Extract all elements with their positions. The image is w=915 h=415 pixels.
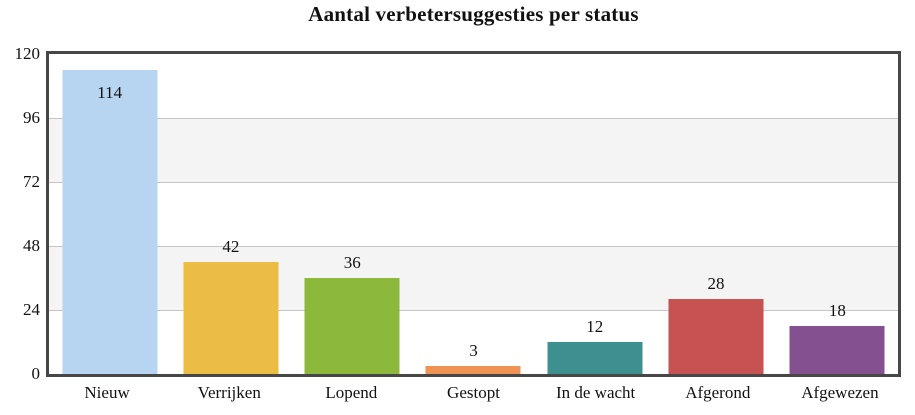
- bar-gestopt: [425, 366, 521, 374]
- bar-afgerond: [668, 299, 764, 374]
- x-axis-label: Afgerond: [685, 383, 751, 402]
- bar-slot: 12: [534, 54, 655, 374]
- bar-lopend: [304, 278, 400, 374]
- y-axis-tick-label: 0: [31, 364, 41, 383]
- x-axis-label: Afgewezen: [801, 383, 879, 402]
- bar-afgewezen: [789, 326, 885, 374]
- x-axis-label: In de wacht: [555, 383, 636, 402]
- y-axis-tick-label: 24: [23, 300, 40, 319]
- bar-in-de-wacht: [547, 342, 643, 374]
- y-axis-tick-label: 120: [14, 44, 41, 63]
- bar-slot: 114: [49, 54, 170, 374]
- gridline: [49, 118, 898, 119]
- gridline: [49, 246, 898, 247]
- bar-slot: 28: [655, 54, 776, 374]
- bars-row: 114 42 36 3 12 28 18: [49, 54, 898, 374]
- gridline: [49, 310, 898, 311]
- bar-value-label: 12: [586, 317, 604, 336]
- x-axis-label: Lopend: [325, 383, 378, 402]
- bar-slot: 18: [777, 54, 898, 374]
- y-axis-tick-label: 72: [23, 172, 40, 191]
- bar-value-label: 18: [828, 301, 846, 320]
- bar-nieuw: [62, 70, 158, 374]
- y-axis: 0 24 48 72 96 120: [0, 0, 41, 415]
- y-axis-tick-label: 96: [23, 108, 40, 127]
- bar-slot: 3: [413, 54, 534, 374]
- bar-slot: 36: [292, 54, 413, 374]
- bar-verrijken: [183, 262, 279, 374]
- bar-slot: 42: [170, 54, 291, 374]
- plot-area: 114 42 36 3 12 28 18: [46, 51, 901, 377]
- bar-value-label: 3: [469, 341, 478, 360]
- bar-value-label: 28: [707, 274, 725, 294]
- x-axis-label: Verrijken: [197, 383, 261, 402]
- x-axis: Nieuw Verrijken Lopend Gestopt In de wacht Af…: [46, 383, 901, 403]
- bar-value-label: 42: [222, 237, 240, 256]
- y-axis-tick-label: 48: [23, 236, 40, 255]
- bar-value-label: 36: [343, 253, 361, 272]
- bar-value-label: 114: [97, 83, 123, 102]
- gridline: [49, 182, 898, 183]
- chart-title: Aantal verbetersuggesties per status: [308, 2, 639, 26]
- x-axis-label: Gestopt: [447, 383, 500, 402]
- x-axis-label: Nieuw: [84, 383, 130, 402]
